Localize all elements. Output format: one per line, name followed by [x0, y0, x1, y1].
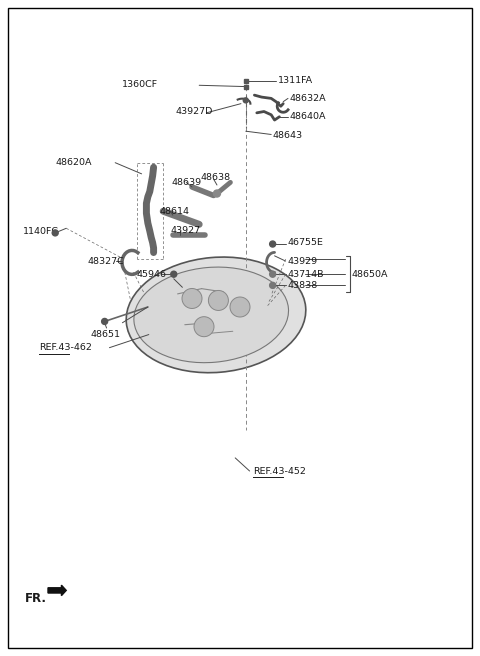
Circle shape	[270, 241, 276, 247]
Bar	[244, 79, 248, 83]
Text: 43714B: 43714B	[287, 270, 324, 279]
Circle shape	[270, 282, 276, 289]
Text: FR.: FR.	[25, 592, 47, 605]
Text: 48632A: 48632A	[289, 94, 326, 103]
Text: REF.43-462: REF.43-462	[39, 343, 92, 352]
Circle shape	[208, 291, 228, 310]
Text: 46755E: 46755E	[287, 238, 323, 247]
Circle shape	[270, 271, 276, 277]
Text: 48650A: 48650A	[351, 270, 388, 279]
Circle shape	[182, 289, 202, 308]
Text: 45946: 45946	[137, 270, 167, 279]
Text: 43927: 43927	[170, 226, 201, 236]
Bar	[244, 85, 248, 89]
Circle shape	[194, 317, 214, 337]
Ellipse shape	[134, 267, 288, 363]
Text: 43927D: 43927D	[175, 107, 213, 116]
Text: 48614: 48614	[159, 207, 189, 216]
Polygon shape	[48, 585, 66, 596]
Text: 48643: 48643	[273, 131, 303, 140]
Text: 48638: 48638	[201, 173, 231, 182]
Text: 48620A: 48620A	[55, 157, 92, 167]
Text: 48640A: 48640A	[289, 112, 326, 121]
Ellipse shape	[126, 257, 306, 373]
Text: 1140FC: 1140FC	[23, 227, 59, 236]
Text: 48639: 48639	[172, 178, 202, 187]
Text: 1311FA: 1311FA	[277, 75, 312, 85]
Text: 48651: 48651	[90, 330, 120, 339]
Circle shape	[243, 98, 248, 103]
Text: REF.43-452: REF.43-452	[253, 466, 306, 476]
Circle shape	[102, 318, 108, 325]
Text: 1360CF: 1360CF	[122, 80, 158, 89]
Circle shape	[230, 297, 250, 317]
Text: 43838: 43838	[287, 281, 317, 290]
Text: 43929: 43929	[287, 256, 317, 266]
Circle shape	[214, 190, 220, 197]
Text: 48327C: 48327C	[87, 256, 124, 266]
Circle shape	[171, 271, 177, 277]
Circle shape	[52, 230, 58, 236]
